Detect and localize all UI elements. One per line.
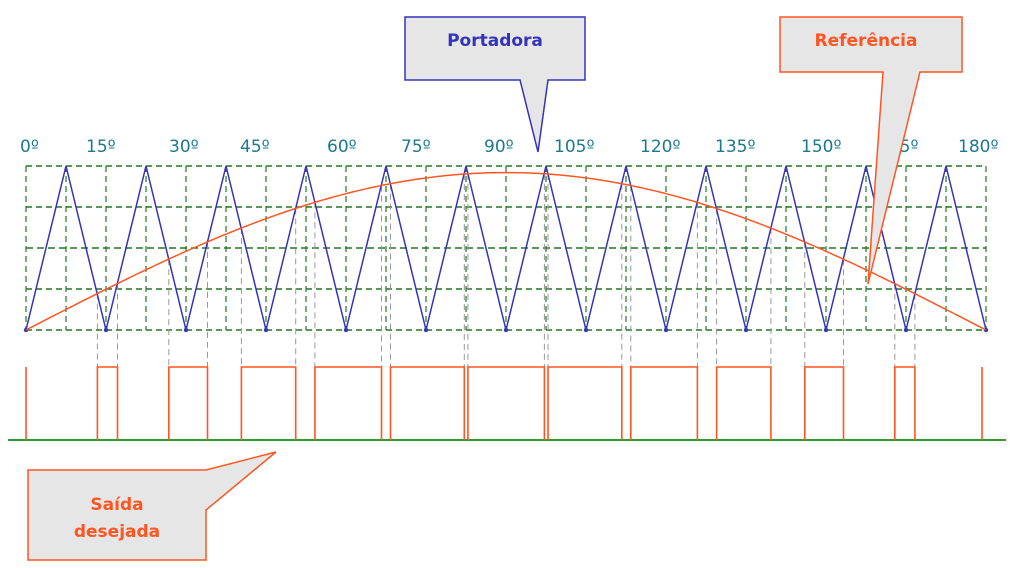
degree-label-90: 90º [484,137,514,157]
carrier-callout-label: Portadora [447,31,543,51]
output-callout-label-line2: desejada [74,522,160,542]
degree-label-45: 45º [240,137,270,157]
output-callout-box [27,451,277,561]
output-pulse [467,366,546,440]
output-pulse [96,366,119,440]
output-pulse [314,366,383,440]
carrier-valley-dot [823,327,829,333]
degree-label-30: 30º [169,137,199,157]
output-callout-label-line1: Saída [90,495,143,515]
reference-wave [25,171,987,331]
carrier-callout: Portadora [404,16,586,153]
degree-label-135: 135º [715,137,755,157]
carrier-valley-dot [663,327,669,333]
carrier-valley-dot [103,327,109,333]
output-pulse [803,366,845,440]
grid [25,165,987,331]
degree-label-150: 150º [801,137,841,157]
degree-label-180: 180º [958,137,998,157]
carrier-valley-dot [903,327,909,333]
degree-label-120: 120º [640,137,680,157]
carrier-valley-dot [263,327,269,333]
degree-label-60: 60º [327,137,357,157]
carrier-valley-dot [183,327,189,333]
output-callout: Saída desejada [27,451,277,561]
degree-label-105: 105º [554,137,594,157]
degree-label-0: 0º [20,137,39,157]
output-pulse [715,366,772,440]
carrier-valley-dot [343,327,349,333]
carrier-valley-dot [503,327,509,333]
carrier-valley-dot [583,327,589,333]
output-pulse [168,366,209,440]
degree-label-75: 75º [401,137,431,157]
reference-callout: Referência [779,16,963,285]
output-pulse [547,366,623,440]
degree-labels: 0º 15º 30º 45º 60º 75º 90º 105º 120º 135… [20,137,998,157]
output-pulse [240,366,297,440]
output-pulse [389,366,466,440]
output-pulse [893,366,916,440]
reference-sine-path [25,171,987,331]
carrier-callout-box [404,16,586,153]
reference-callout-box [779,16,963,285]
output-wave [8,366,1006,441]
carrier-wave [23,165,989,333]
reference-callout-label: Referência [815,31,918,51]
output-pulse [629,366,699,440]
degree-label-15: 15º [86,137,116,157]
carrier-valley-dot [423,327,429,333]
carrier-valley-dot [743,327,749,333]
